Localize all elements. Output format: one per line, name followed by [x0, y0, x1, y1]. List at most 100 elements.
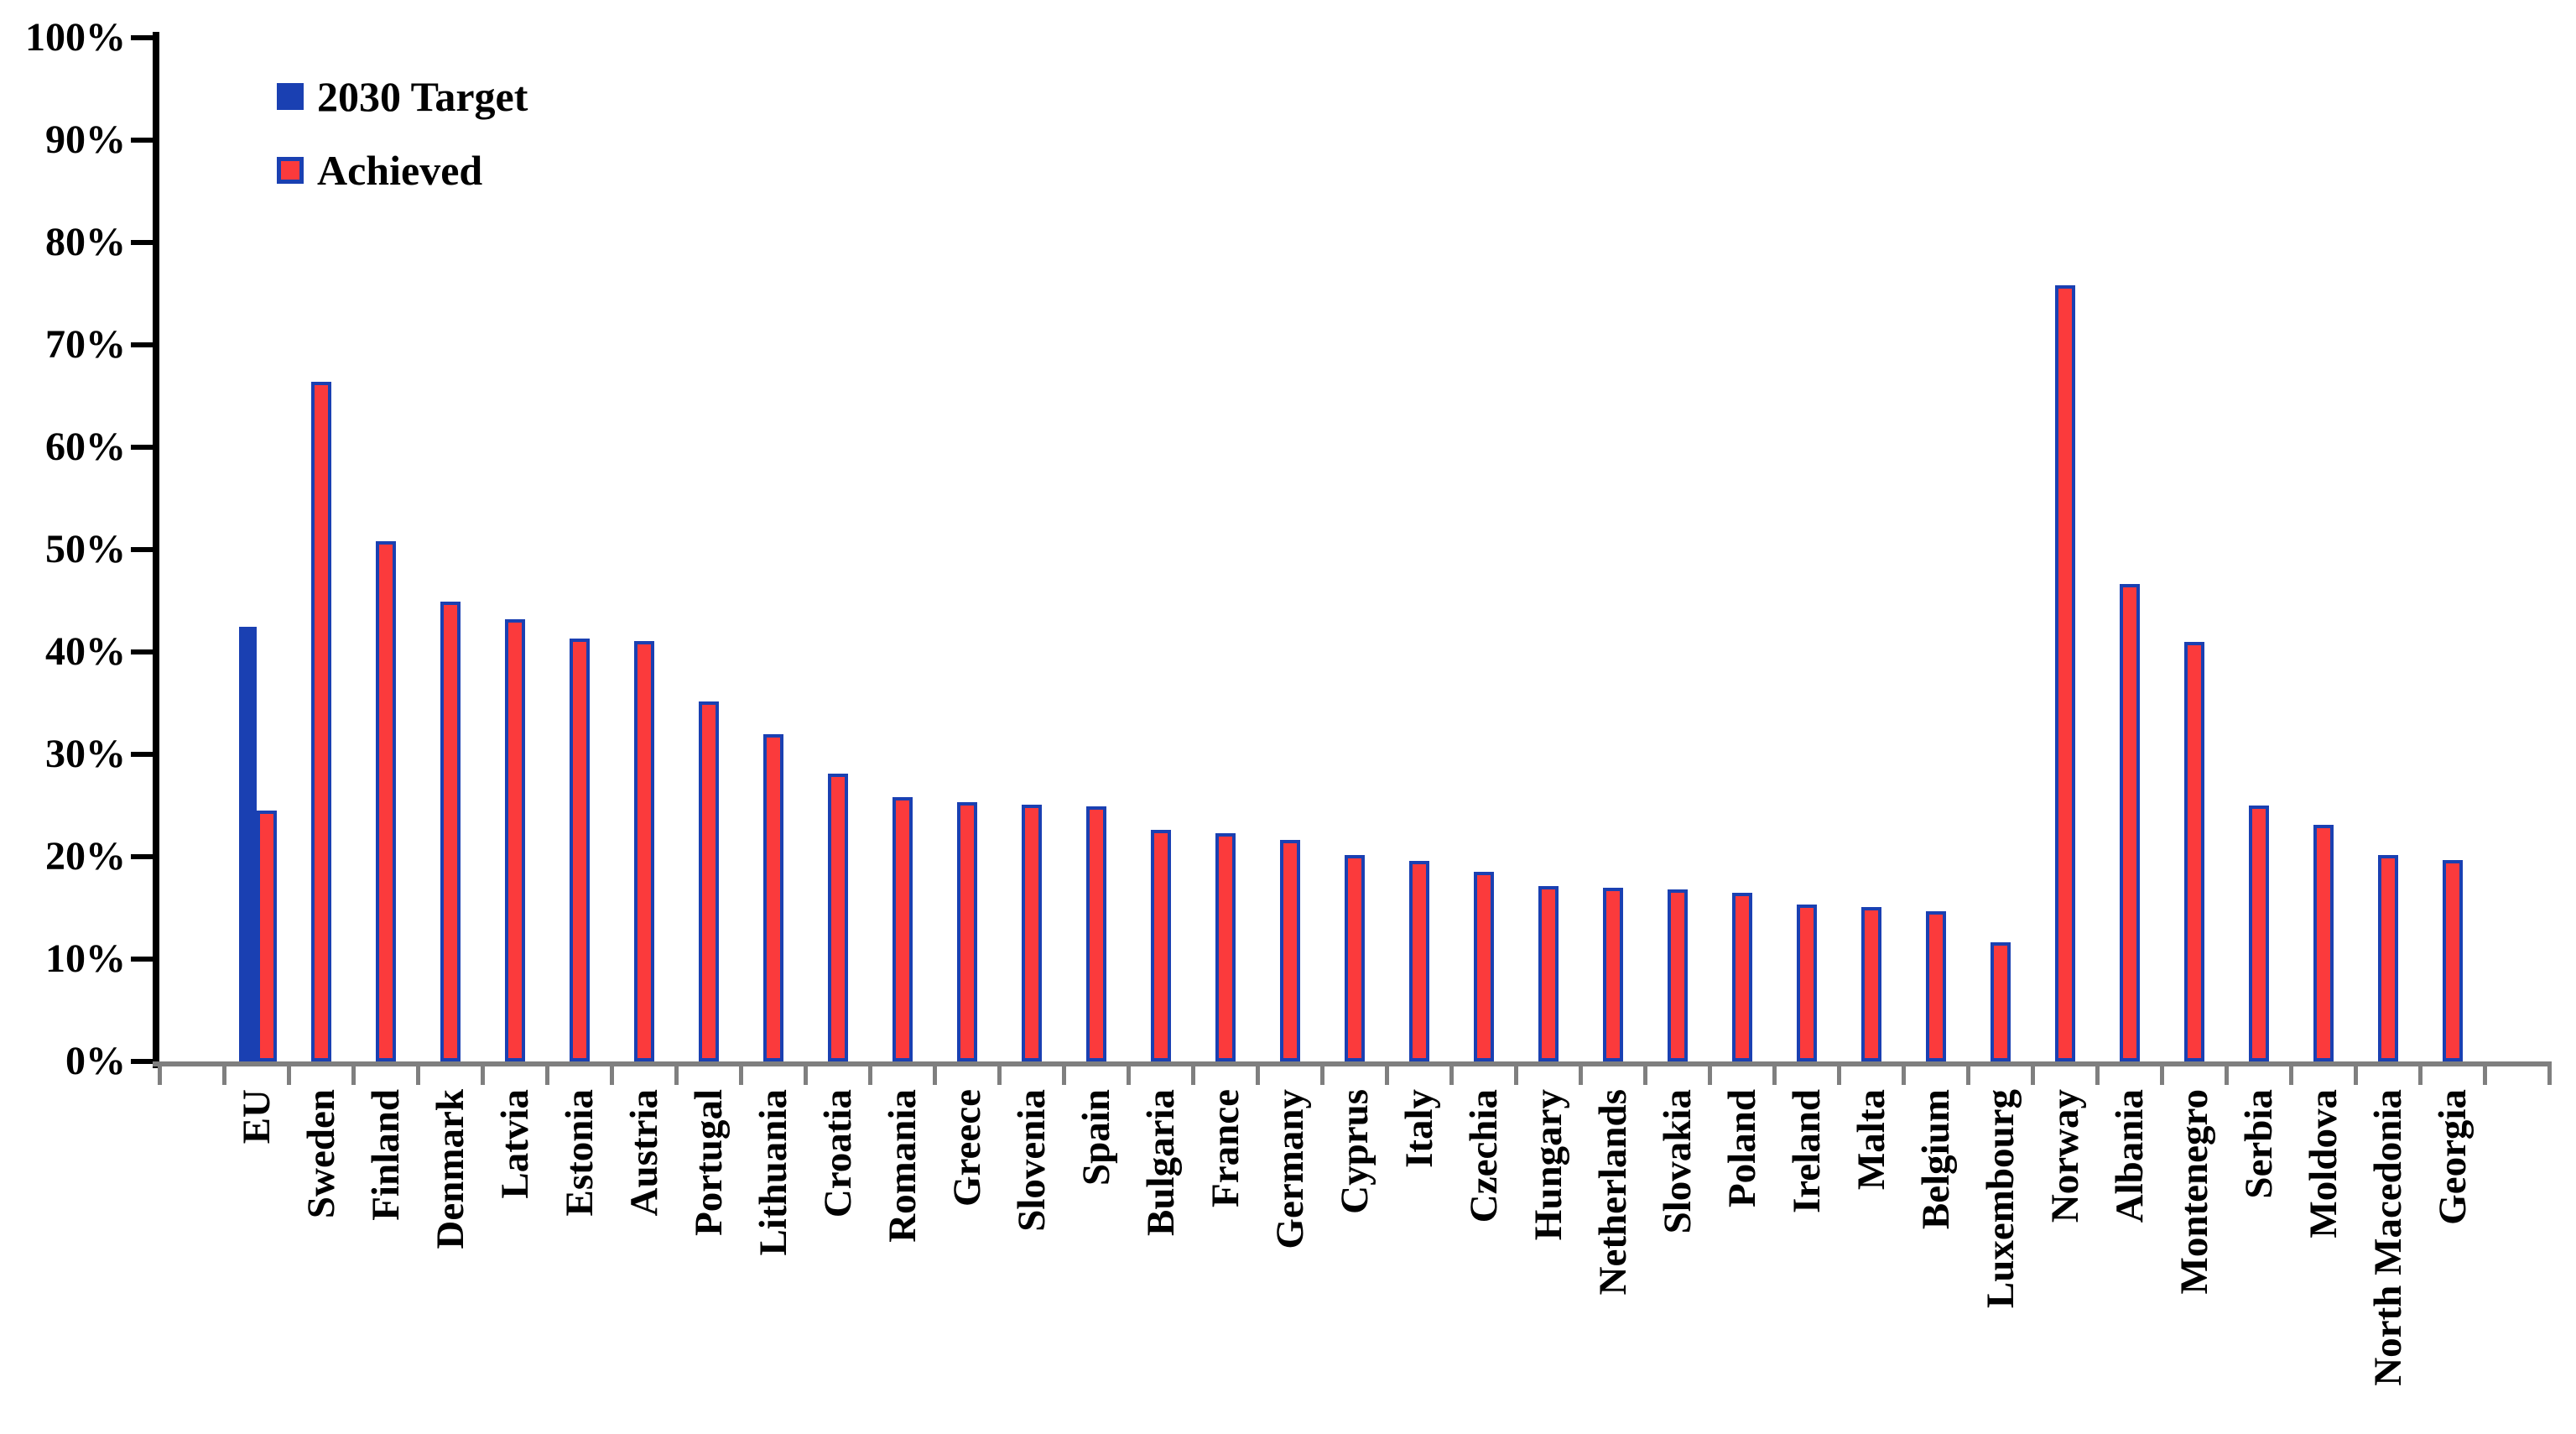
x-axis-boundary-tick	[2224, 1066, 2229, 1085]
bar-achieved-eu	[256, 811, 277, 1061]
x-label-text-georgia: Georgia	[2430, 1089, 2475, 1225]
bar-achieved-bulgaria	[1150, 830, 1171, 1061]
y-axis-tick	[131, 1059, 153, 1064]
y-axis-tick	[131, 138, 153, 143]
bar-achieved-luxembourg	[1990, 942, 2011, 1061]
x-axis-boundary-tick	[803, 1066, 808, 1085]
y-axis-tick	[131, 342, 153, 347]
bar-achieved-georgia	[2442, 859, 2463, 1061]
y-tick-label: 100%	[25, 15, 126, 60]
bar-achieved-czechia	[1473, 872, 1494, 1061]
y-axis-tick	[131, 35, 153, 40]
x-axis-boundary-tick	[286, 1066, 291, 1085]
bar-achieved-spain	[1085, 806, 1106, 1061]
x-axis-boundary-tick	[1901, 1066, 1906, 1085]
bar-achieved-norway	[2054, 285, 2075, 1061]
bar-achieved-lithuania	[762, 733, 783, 1061]
legend-item-target: 2030 Target	[277, 70, 528, 123]
x-axis-boundary-tick	[544, 1066, 549, 1085]
bar-achieved-portugal	[698, 701, 719, 1061]
bar-achieved-croatia	[827, 774, 848, 1061]
y-axis	[153, 32, 159, 1068]
x-axis-boundary-tick	[738, 1066, 743, 1085]
x-axis-boundary-tick	[1319, 1066, 1324, 1085]
x-axis-boundary-tick	[351, 1066, 356, 1085]
x-axis-boundary-tick	[1836, 1066, 1841, 1085]
bar-achieved-albania	[2119, 584, 2140, 1061]
x-axis-boundary-tick	[1772, 1066, 1777, 1085]
y-axis-tick	[131, 752, 153, 757]
y-tick-label: 90%	[45, 117, 126, 162]
x-axis-baseline	[153, 1061, 2552, 1066]
x-axis-boundary-tick	[2288, 1066, 2293, 1085]
y-axis-tick	[131, 547, 153, 552]
x-axis-boundary-tick	[674, 1066, 679, 1085]
bar-achieved-poland	[1731, 892, 1752, 1061]
x-label-georgia: Georgia	[2402, 1089, 2503, 1425]
bar-achieved-netherlands	[1602, 887, 1623, 1061]
x-axis-boundary-tick	[1190, 1066, 1195, 1085]
x-axis-boundary-tick	[2417, 1066, 2422, 1085]
legend-item-achieved: Achieved	[277, 144, 528, 196]
x-axis-boundary-tick	[2159, 1066, 2164, 1085]
bar-achieved-romania	[892, 797, 913, 1061]
x-axis-boundary-tick	[1513, 1066, 1518, 1085]
bar-achieved-malta	[1860, 906, 1881, 1061]
bar-achieved-slovenia	[1021, 804, 1042, 1061]
y-axis-tick	[131, 445, 153, 450]
y-tick-label: 70%	[45, 322, 126, 367]
bar-target-eu	[238, 626, 257, 1061]
x-axis-boundary-tick	[2482, 1066, 2487, 1085]
x-axis-boundary-tick	[609, 1066, 614, 1085]
y-tick-label: 30%	[45, 732, 126, 776]
x-axis-boundary-tick	[1642, 1066, 1647, 1085]
y-axis-tick	[131, 240, 153, 245]
y-tick-label: 50%	[45, 527, 126, 571]
bar-achieved-belgium	[1925, 910, 1946, 1061]
x-axis-boundary-tick	[2030, 1066, 2035, 1085]
y-axis-tick	[131, 649, 153, 654]
legend-label-achieved: Achieved	[317, 147, 483, 194]
bar-achieved-sweden	[310, 381, 331, 1061]
x-axis-boundary-tick	[415, 1066, 420, 1085]
bar-achieved-germany	[1279, 840, 1300, 1061]
bar-achieved-north-macedonia	[2377, 854, 2398, 1061]
bar-achieved-slovakia	[1667, 889, 1688, 1061]
x-axis-boundary-tick	[1384, 1066, 1389, 1085]
x-axis-boundary-tick	[157, 1066, 162, 1085]
y-tick-label: 60%	[45, 425, 126, 469]
bar-achieved-italy	[1408, 860, 1429, 1061]
x-axis-boundary-tick	[1965, 1066, 1970, 1085]
bar-achieved-latvia	[504, 618, 525, 1061]
x-axis-boundary-tick	[867, 1066, 872, 1085]
x-axis-boundary-tick	[932, 1066, 937, 1085]
bar-achieved-serbia	[2248, 806, 2269, 1061]
x-axis-boundary-tick	[221, 1066, 226, 1085]
y-tick-label: 40%	[45, 629, 126, 674]
bar-achieved-moldova	[2313, 825, 2334, 1061]
bar-achieved-hungary	[1538, 886, 1559, 1061]
x-axis-boundary-tick	[2353, 1066, 2358, 1085]
x-axis-boundary-tick	[2547, 1066, 2552, 1085]
x-axis-boundary-tick	[1449, 1066, 1454, 1085]
bar-achieved-greece	[956, 802, 977, 1061]
target-swatch-icon	[277, 83, 304, 110]
bar-achieved-estonia	[569, 639, 590, 1061]
y-axis-tick	[131, 957, 153, 962]
legend: 2030 Target Achieved	[277, 70, 528, 218]
y-tick-label: 0%	[65, 1039, 126, 1083]
x-axis-boundary-tick	[1707, 1066, 1712, 1085]
x-axis-boundary-tick	[2095, 1066, 2100, 1085]
x-axis-boundary-tick	[1578, 1066, 1583, 1085]
achieved-swatch-icon	[277, 157, 304, 184]
legend-label-target: 2030 Target	[317, 73, 528, 120]
bar-achieved-ireland	[1796, 905, 1817, 1061]
bar-achieved-montenegro	[2183, 641, 2204, 1061]
bar-achieved-denmark	[440, 602, 461, 1061]
y-tick-label: 10%	[45, 936, 126, 981]
bar-achieved-austria	[633, 640, 654, 1061]
x-axis-boundary-tick	[1255, 1066, 1260, 1085]
x-axis-boundary-tick	[480, 1066, 485, 1085]
y-axis-tick	[131, 854, 153, 859]
